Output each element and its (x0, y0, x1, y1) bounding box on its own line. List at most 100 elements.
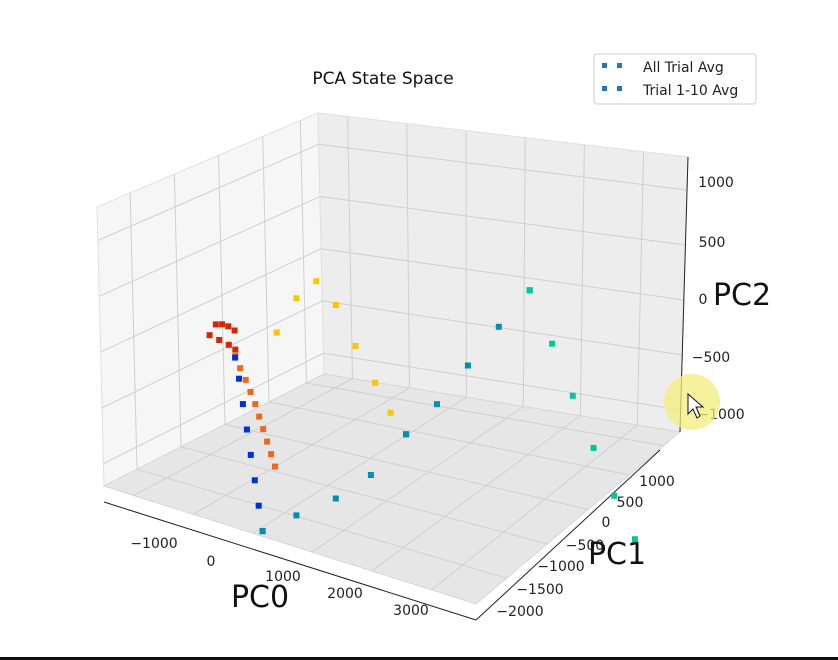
data-point (239, 401, 246, 408)
grid-line (406, 123, 410, 388)
bottom-border (0, 657, 838, 660)
data-point (247, 389, 254, 395)
data-point (232, 354, 239, 361)
y-axis-line (475, 449, 661, 621)
y-tick-label: −1500 (516, 582, 563, 598)
y-tick-label: 500 (617, 495, 644, 511)
grid-line (218, 155, 226, 425)
grid-line (224, 423, 589, 510)
data-point (247, 451, 254, 458)
grid-line (306, 382, 664, 447)
legend-marker-2 (617, 86, 622, 91)
data-point (212, 321, 219, 328)
legend-box (593, 53, 757, 105)
legend-label-1: All Trial Avg (643, 60, 724, 76)
data-point (251, 477, 258, 484)
data-point (273, 329, 280, 336)
data-point (225, 341, 232, 348)
data-point (464, 362, 471, 369)
data-point (252, 401, 259, 408)
x-tick-label: 0 (207, 554, 216, 570)
data-point (243, 426, 250, 433)
grid-line (321, 248, 684, 301)
grid-line (312, 406, 524, 553)
y-tick-label: −1000 (537, 559, 584, 575)
legend-marker-1 (617, 63, 622, 68)
y-tick-label: 1000 (639, 474, 675, 490)
grid-line (636, 151, 645, 426)
grid-line (252, 396, 467, 534)
data-point (372, 379, 379, 386)
data-point (569, 392, 576, 399)
grid-line (136, 468, 507, 579)
data-point (293, 512, 300, 519)
z-tick-label: −500 (692, 350, 730, 366)
data-point (260, 426, 267, 433)
legend: All Trial Avg Trial 1-10 Avg (593, 53, 757, 105)
data-point (219, 321, 226, 328)
data-point (549, 340, 556, 347)
data-point (272, 463, 278, 470)
z-tick-label: 0 (699, 292, 708, 308)
z-tick-label: 1000 (698, 175, 734, 191)
grid-line (323, 352, 681, 411)
x-tick-label: 1000 (265, 569, 301, 585)
grid-line (322, 300, 683, 356)
grid-line (97, 143, 319, 241)
data-point (434, 401, 440, 408)
legend-marker-2 (602, 86, 607, 91)
legend-label-2: Trial 1-10 Avg (642, 83, 738, 99)
grid-line (262, 136, 270, 403)
grid-line (103, 352, 324, 465)
grid-line (347, 116, 353, 379)
grid-line (268, 401, 630, 476)
y-axis-label: PC1 (588, 537, 646, 572)
grid-line (129, 192, 138, 470)
data-point (332, 495, 339, 502)
mouse-pointer-icon (687, 392, 705, 419)
data-point (216, 337, 223, 343)
grid-line (579, 144, 585, 416)
data-point (206, 332, 213, 339)
data-point (313, 278, 320, 285)
grid-line (100, 248, 322, 353)
data-point (232, 346, 239, 353)
grid-line (319, 196, 686, 246)
data-point (352, 343, 359, 349)
grid-line (133, 378, 353, 496)
x-axis-line (103, 501, 477, 621)
data-point (242, 376, 249, 383)
data-point (611, 492, 618, 499)
y-tick-label: −500 (566, 538, 604, 554)
grid-lines (97, 116, 688, 591)
data-point (332, 302, 339, 308)
data-point (367, 472, 374, 478)
x-tick-label: 3000 (393, 603, 429, 619)
data-point (293, 295, 300, 302)
grid-line (101, 300, 323, 409)
data-point (495, 323, 502, 330)
grid-line (318, 143, 688, 191)
y-tick-label: 0 (602, 515, 611, 531)
x-tick-label: 2000 (327, 586, 363, 602)
grid-line (522, 137, 526, 407)
data-point (259, 528, 266, 535)
data-point (403, 431, 410, 438)
grid-line (173, 174, 182, 447)
grid-line (299, 120, 307, 383)
data-point (590, 444, 597, 451)
grid-line (99, 196, 321, 297)
data-point (236, 375, 242, 382)
data-point (231, 327, 238, 334)
data-point (631, 536, 638, 543)
chart-title: PCA State Space (312, 69, 453, 89)
data-point (256, 413, 263, 420)
y-tick-label: −2000 (496, 604, 543, 620)
data-point (387, 409, 394, 416)
grid-line (180, 446, 548, 545)
x-tick-label: −1000 (130, 536, 177, 552)
data-point (526, 287, 533, 294)
grid-line (431, 424, 638, 591)
data-points (206, 278, 638, 543)
